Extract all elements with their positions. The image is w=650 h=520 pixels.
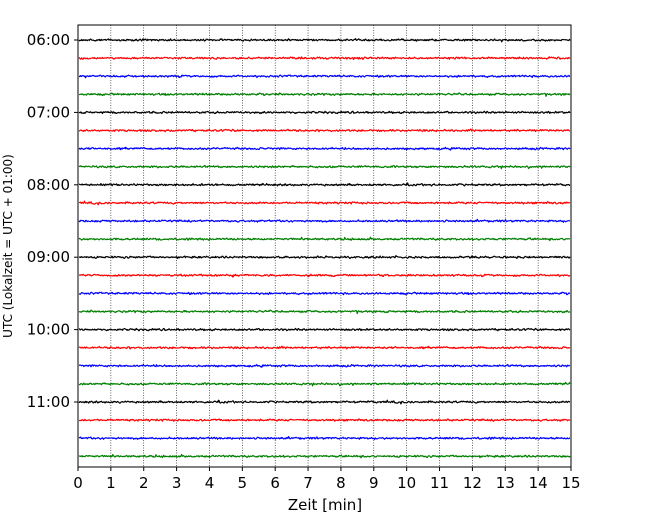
y-tick-label-08:00: 08:00 [27,176,70,194]
trace-07:15 [78,128,571,133]
trace-08:15 [78,200,571,206]
trace-11:00 [78,399,571,405]
trace-10:15 [78,345,571,350]
trace-08:30 [78,218,571,223]
x-tick-label-2: 2 [139,474,149,492]
trace-07:45 [78,164,571,170]
x-tick-label-3: 3 [172,474,182,492]
y-axis-ticks: 06:00 07:00 08:00 09:00 10:00 11:00 [27,31,78,411]
trace-09:45 [78,309,571,315]
x-tick-label-9: 9 [369,474,379,492]
trace-06:30 [78,74,571,79]
x-tick-label-6: 6 [270,474,280,492]
trace-09:30 [78,291,571,296]
trace-07:30 [78,146,571,151]
trace-06:45 [78,92,571,97]
y-tick-label-07:00: 07:00 [27,103,70,121]
x-axis-label: Zeit [min] [288,496,362,514]
x-axis-ticks: 0 1 2 3 4 5 6 7 8 9 10 11 12 13 14 15 [73,467,581,492]
x-tick-label-1: 1 [106,474,116,492]
y-axis-label: UTC (Lokalzeit = UTC + 01:00) [1,154,15,338]
trace-09:15 [78,273,571,278]
x-tick-label-15: 15 [561,474,580,492]
y-tick-label-10:00: 10:00 [27,321,70,339]
trace-11:30 [78,435,571,441]
trace-08:45 [78,236,571,242]
x-tick-label-14: 14 [529,474,548,492]
trace-06:15 [78,56,571,61]
x-tick-label-0: 0 [73,474,83,492]
trace-06:00 [78,38,571,43]
trace-11:15 [78,418,571,422]
plot-frame [77,24,572,468]
trace-11:45 [78,453,571,459]
trace-10:45 [78,381,571,387]
trace-10:00 [78,327,571,332]
x-tick-label-5: 5 [238,474,248,492]
vertical-grid [110,25,539,467]
x-tick-label-11: 11 [430,474,449,492]
trace-10:30 [78,363,571,368]
x-tick-label-10: 10 [397,474,416,492]
x-tick-label-8: 8 [336,474,346,492]
trace-09:00 [78,255,571,260]
x-tick-label-7: 7 [303,474,313,492]
trace-group [78,38,571,459]
trace-08:00 [78,182,571,187]
y-tick-label-11:00: 11:00 [27,393,70,411]
y-tick-label-09:00: 09:00 [27,248,70,266]
x-tick-label-13: 13 [496,474,515,492]
trace-07:00 [78,110,571,115]
y-tick-label-06:00: 06:00 [27,31,70,49]
x-tick-label-12: 12 [463,474,482,492]
x-tick-label-4: 4 [205,474,215,492]
